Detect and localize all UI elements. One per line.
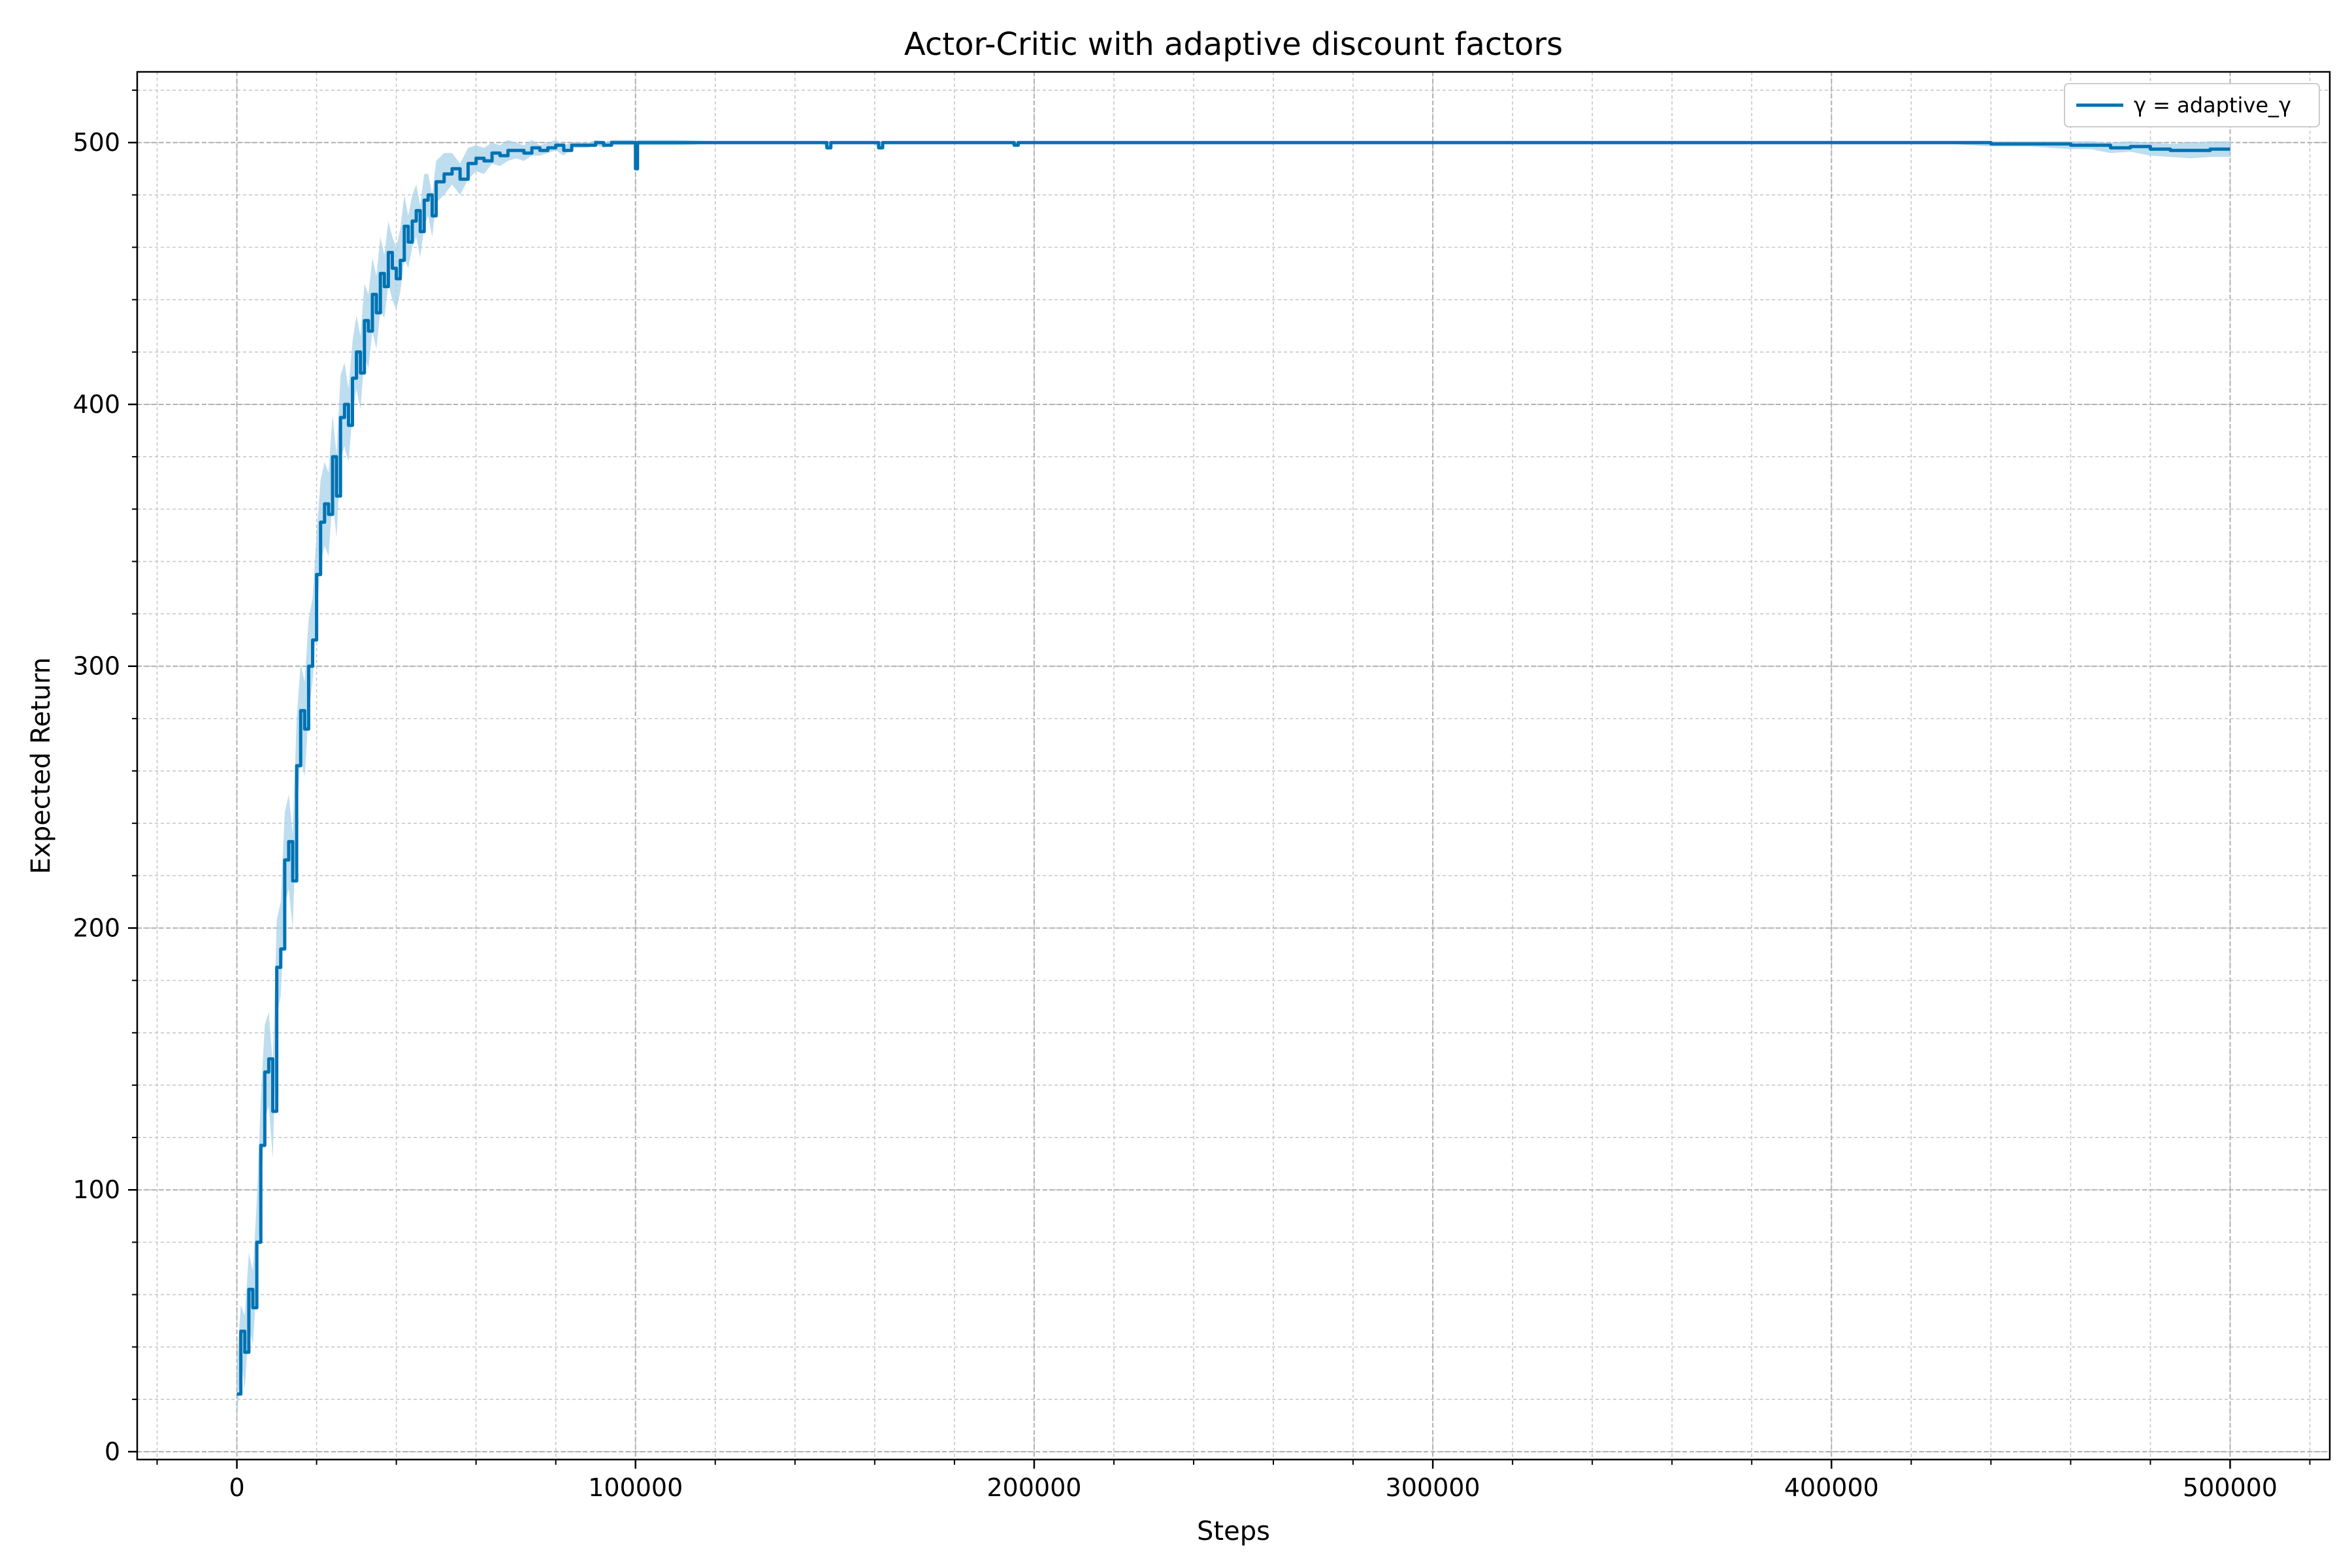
chart-title: Actor-Critic with adaptive discount fact… [904,26,1563,63]
x-tick-label: 0 [229,1473,244,1502]
axis-ticks: 0 100000 200000 300000 400000 500000 0 100 200 30… [73,90,2311,1502]
x-tick-label: 500000 [2183,1473,2278,1502]
y-tick-label: 200 [73,913,120,942]
x-tick-label: 300000 [1386,1473,1480,1502]
legend: γ = adaptive_γ [2064,83,2320,127]
x-tick-label: 400000 [1784,1473,1879,1502]
series-line [237,140,2230,1396]
y-tick-label: 100 [73,1175,120,1204]
y-tick-label: 300 [73,652,120,681]
axes-frame [136,71,2331,1461]
y-tick-label: 500 [73,128,120,157]
plot-area [237,140,2230,1426]
y-axis-label: Expected Return [26,657,56,874]
y-tick-label: 400 [73,390,120,419]
legend-box [2064,83,2320,127]
x-tick-label: 100000 [588,1473,683,1502]
x-tick-label: 200000 [987,1473,1081,1502]
x-axis-label: Steps [1197,1516,1270,1546]
legend-entry-label: γ = adaptive_γ [2134,93,2291,118]
y-tick-label: 0 [105,1437,120,1466]
